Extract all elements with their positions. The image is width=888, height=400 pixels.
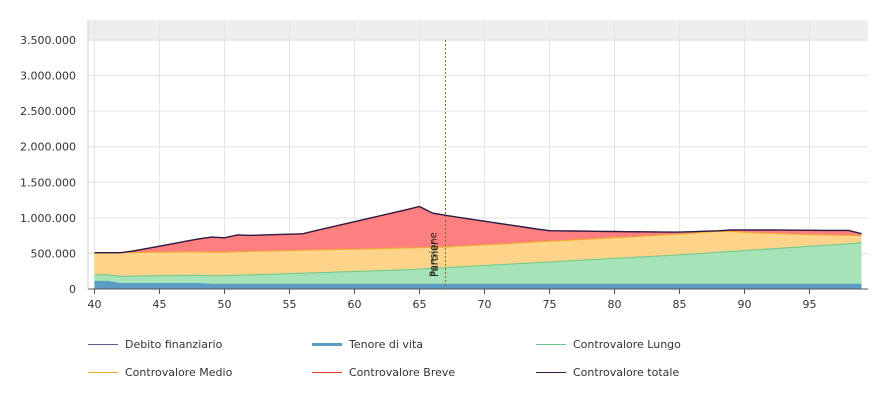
x-tick-label: 55 xyxy=(283,298,297,311)
legend-swatch xyxy=(312,342,342,346)
y-tick-label: 1.500.000 xyxy=(20,176,76,189)
legend-item[interactable]: Controvalore Medio xyxy=(88,364,232,380)
legend-swatch xyxy=(88,343,118,345)
axes-layer: 0 500.000 1.000.000 1.500.000 2.000.000 2.500… xyxy=(20,20,868,311)
legend-label: Controvalore Medio xyxy=(125,365,233,379)
y-tick-label: 3.500.000 xyxy=(20,34,76,47)
y-tick-label: 2.500.000 xyxy=(20,105,76,118)
x-tick-label: 90 xyxy=(738,298,752,311)
x-tick-label: 70 xyxy=(478,298,492,311)
y-tick-label: 0 xyxy=(69,283,76,296)
legend-item[interactable]: Controvalore totale xyxy=(536,364,679,380)
legend-label: Tenore di vita xyxy=(349,337,424,351)
x-tick-label: 50 xyxy=(218,298,232,311)
areas-layer xyxy=(94,206,862,289)
x-tick-label: 85 xyxy=(673,298,687,311)
legend-swatch xyxy=(312,371,342,373)
area-controvalore-breve xyxy=(94,206,862,253)
x-tick-label: 75 xyxy=(543,298,557,311)
line-controvalore-medio xyxy=(94,230,862,254)
legend-item[interactable]: Tenore di vita xyxy=(312,336,423,352)
x-tick-label: 45 xyxy=(153,298,167,311)
plot-background xyxy=(88,20,868,41)
legend-swatch xyxy=(536,371,566,373)
y-tick-label: 2.000.000 xyxy=(20,141,76,154)
legend-label: Controvalore totale xyxy=(573,365,680,379)
line-tenore-di-vita xyxy=(94,280,862,286)
legend-swatch xyxy=(88,371,118,373)
y-tick-label: 1.000.000 xyxy=(20,212,76,225)
legend-label: Controvalore Lungo xyxy=(573,337,681,351)
legend-label: Debito finanziario xyxy=(125,337,223,351)
line-controvalore-totale xyxy=(94,205,862,254)
annotation-label: Partner xyxy=(430,240,441,277)
legend-item[interactable]: Controvalore Lungo xyxy=(536,336,681,352)
annotation-label: Pensione xyxy=(429,232,440,277)
line-controvalore-lungo xyxy=(94,242,862,277)
legend-label: Controvalore Breve xyxy=(349,365,456,379)
x-tick-label: 65 xyxy=(413,298,427,311)
y-tick-label: 3.000.000 xyxy=(20,70,76,83)
x-tick-label: 80 xyxy=(608,298,622,311)
area-controvalore-medio xyxy=(94,231,862,277)
legend-swatch xyxy=(536,343,566,345)
plot-top-band xyxy=(88,20,868,41)
legend-item[interactable]: Controvalore Breve xyxy=(312,364,455,380)
x-tick-label: 40 xyxy=(88,298,102,311)
x-tick-label: 60 xyxy=(348,298,362,311)
y-tick-label: 500.000 xyxy=(31,247,77,260)
legend-item[interactable]: Debito finanziario xyxy=(88,336,222,352)
x-tick-label: 95 xyxy=(803,298,817,311)
